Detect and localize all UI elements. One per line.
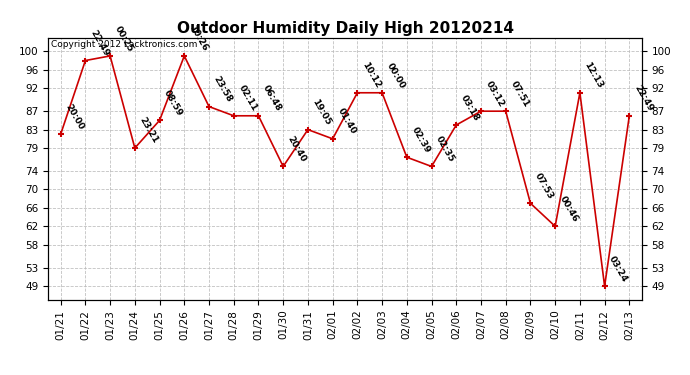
- Text: 00:25: 00:25: [113, 24, 135, 53]
- Text: 02:35: 02:35: [434, 135, 456, 164]
- Text: 22:49: 22:49: [632, 84, 654, 113]
- Text: 08:59: 08:59: [162, 88, 184, 118]
- Text: 10:26: 10:26: [187, 24, 209, 53]
- Text: 03:18: 03:18: [459, 93, 481, 122]
- Text: 03:24: 03:24: [607, 254, 629, 284]
- Text: 23:58: 23:58: [212, 75, 234, 104]
- Text: 01:40: 01:40: [335, 107, 357, 136]
- Title: Outdoor Humidity Daily High 20120214: Outdoor Humidity Daily High 20120214: [177, 21, 513, 36]
- Text: 00:00: 00:00: [385, 61, 406, 90]
- Text: 19:05: 19:05: [310, 98, 333, 127]
- Text: 23:21: 23:21: [137, 116, 159, 145]
- Text: 03:12: 03:12: [484, 79, 506, 108]
- Text: 02:11: 02:11: [237, 84, 259, 113]
- Text: 07:53: 07:53: [533, 171, 555, 201]
- Text: 00:46: 00:46: [558, 194, 580, 224]
- Text: 10:12: 10:12: [360, 61, 382, 90]
- Text: 20:00: 20:00: [63, 102, 86, 131]
- Text: 02:39: 02:39: [410, 125, 432, 154]
- Text: Copyright 2012 Lacktronics.com: Copyright 2012 Lacktronics.com: [51, 40, 197, 49]
- Text: 07:51: 07:51: [509, 79, 531, 108]
- Text: 22:49: 22:49: [88, 28, 110, 58]
- Text: 06:48: 06:48: [262, 84, 284, 113]
- Text: 12:13: 12:13: [582, 61, 604, 90]
- Text: 20:40: 20:40: [286, 135, 308, 164]
